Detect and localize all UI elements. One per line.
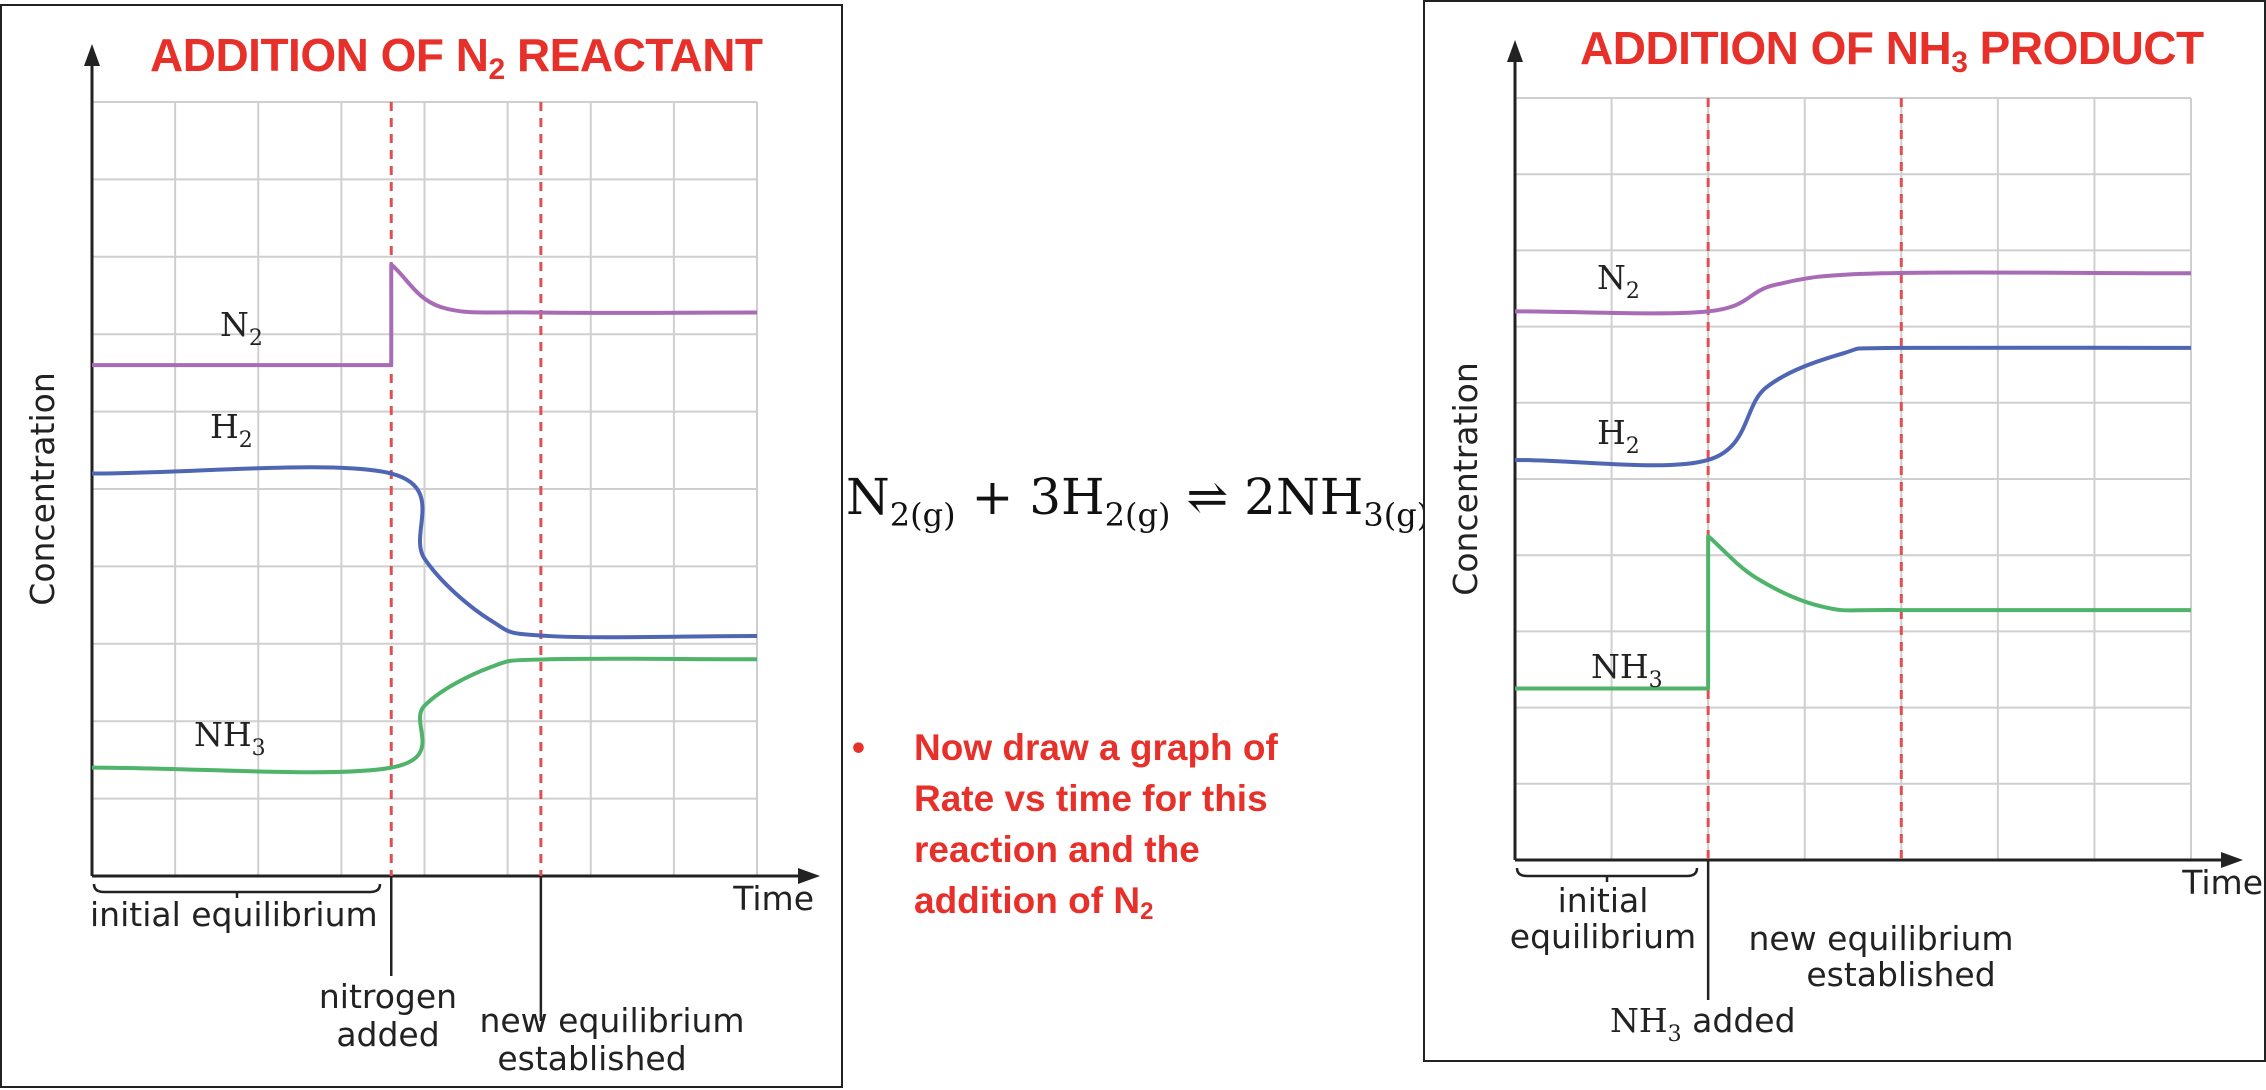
y-axis-label: Concentration <box>1446 362 1485 595</box>
nitrogen-added-label-line1: nitrogen <box>319 977 457 1016</box>
x-axis-arrow <box>798 868 820 884</box>
left-chart-panel: ADDITION OF N2 REACTANT Concentration Tim… <box>0 4 843 1088</box>
x-axis-arrow <box>2221 852 2243 868</box>
series-label-h2: H2 <box>1597 413 1640 459</box>
nh3-added-label: NH3 added <box>1610 1001 1796 1047</box>
x-axis-label: Time <box>732 879 814 918</box>
series-line-n2 <box>91 262 758 368</box>
series-line-nh3 <box>91 656 758 775</box>
right-chart-title: ADDITION OF NH3 PRODUCT <box>1580 22 2204 79</box>
series-label-n2: N2 <box>220 305 263 351</box>
left-chart: Concentration Time N2 H2 NH3 initial equilibr… <box>23 44 820 1078</box>
initial-equilibrium-bracket <box>92 883 382 898</box>
left-chart-title: ADDITION OF N2 REACTANT <box>150 29 763 86</box>
series-line-h2 <box>91 465 758 640</box>
right-chart: Concentration Time N2 H2 NH3 initialequilibri… <box>1446 40 2263 1047</box>
new-equilibrium-label-line2: established <box>497 1039 686 1078</box>
initial-equilibrium-bracket <box>1515 867 1699 882</box>
y-axis-label: Concentration <box>23 372 62 605</box>
initial-equilibrium-label-line1: initial <box>1558 881 1649 920</box>
task-text: Now draw a graph of Rate vs time for thi… <box>914 727 1278 925</box>
series-line-h2 <box>1514 345 2192 468</box>
new-equilibrium-label-line1: new equilibrium <box>479 1001 744 1040</box>
nitrogen-added-label-line2: added <box>336 1015 439 1054</box>
task-bullet: • <box>852 727 865 768</box>
series-line-nh3 <box>1515 534 2192 691</box>
y-axis-arrow <box>1507 40 1523 62</box>
series-label-nh3: NH3 <box>194 715 266 761</box>
x-axis-label: Time <box>2181 863 2263 902</box>
series-label-nh3: NH3 <box>1591 647 1663 693</box>
initial-equilibrium-label: initial equilibrium <box>90 895 378 934</box>
initial-equilibrium-label-line2: equilibrium <box>1510 917 1696 956</box>
right-chart-panel: ADDITION OF NH3 PRODUCT Concentration Tim… <box>1423 0 2266 1062</box>
series-label-h2: H2 <box>210 407 253 453</box>
y-axis-arrow <box>84 44 100 66</box>
new-equilibrium-label-line1: new equilibrium <box>1748 919 2013 958</box>
new-equilibrium-label-line2: established <box>1806 955 1995 994</box>
series-line-n2 <box>1514 270 2192 316</box>
reaction-equation: N2(g) + 3H2(g) ⇌ 2NH3(g) <box>846 468 1430 534</box>
series-label-n2: N2 <box>1597 258 1640 304</box>
